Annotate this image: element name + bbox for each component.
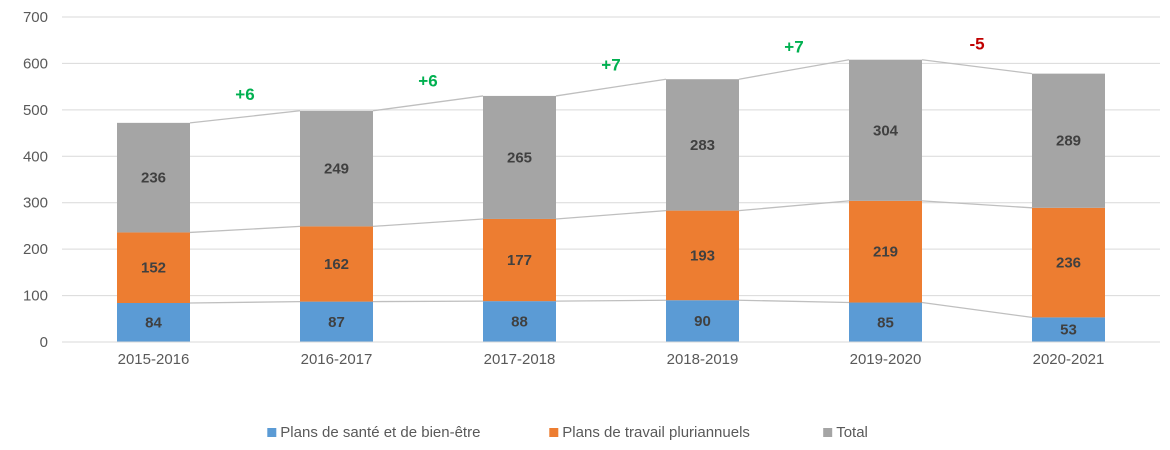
series-line <box>189 225 301 234</box>
change-annotation: +7 <box>784 37 803 56</box>
x-tick-label: 2018-2019 <box>667 351 739 368</box>
bar-segment <box>849 59 922 201</box>
data-label: 90 <box>694 313 711 330</box>
bar-segment <box>849 302 922 342</box>
bar-segment <box>117 232 190 303</box>
series-line <box>555 78 667 97</box>
y-tick-label: 100 <box>23 288 48 305</box>
series-line <box>921 59 1033 75</box>
series-line <box>555 209 667 220</box>
y-tick-label: 700 <box>23 9 48 26</box>
data-label: 265 <box>507 149 532 166</box>
x-tick-label: 2020-2021 <box>1033 351 1105 368</box>
bar-segment <box>117 122 190 233</box>
series-line <box>738 200 850 212</box>
data-label: 88 <box>511 314 528 331</box>
series-line <box>921 301 1033 319</box>
data-label: 219 <box>873 244 898 261</box>
bar-segment <box>1032 73 1105 208</box>
series-line <box>921 200 1033 209</box>
x-tick-label: 2016-2017 <box>301 351 373 368</box>
bar-segment <box>117 303 190 342</box>
x-tick-label: 2015-2016 <box>118 351 190 368</box>
data-label: 87 <box>328 314 345 331</box>
bar-segment <box>300 110 373 227</box>
legend-label: Plans de travail pluriannuels <box>562 424 750 441</box>
series-line <box>189 110 301 124</box>
bar-segment <box>1032 317 1105 342</box>
series-line <box>738 299 850 304</box>
y-tick-label: 500 <box>23 102 48 119</box>
series-line <box>372 95 484 112</box>
change-annotation: +7 <box>601 56 620 75</box>
series-line <box>189 300 301 304</box>
data-label: 236 <box>141 170 166 187</box>
y-tick-label: 200 <box>23 241 48 258</box>
data-label: 236 <box>1056 255 1081 272</box>
data-label: 283 <box>690 137 715 154</box>
data-label: 289 <box>1056 133 1081 150</box>
bar-segment <box>666 210 739 301</box>
data-label: 152 <box>141 260 166 277</box>
data-label: 304 <box>873 122 899 139</box>
bar-segment <box>300 226 373 302</box>
data-label: 193 <box>690 247 715 264</box>
change-annotation: -5 <box>969 35 984 54</box>
bar-segment <box>483 301 556 342</box>
y-tick-label: 300 <box>23 195 48 212</box>
series-line <box>738 59 850 80</box>
bar-segment <box>849 200 922 303</box>
data-label: 85 <box>877 314 894 331</box>
legend-swatch <box>823 428 833 437</box>
change-annotation: +6 <box>235 85 254 104</box>
bar-segment <box>483 95 556 219</box>
data-label: 177 <box>507 252 532 269</box>
data-label: 53 <box>1060 322 1077 339</box>
legend-swatch <box>549 428 559 437</box>
bar-segment <box>1032 207 1105 318</box>
bar-segment <box>666 300 739 342</box>
y-tick-label: 400 <box>23 148 48 165</box>
data-label: 162 <box>324 256 349 273</box>
data-label: 249 <box>324 161 349 178</box>
data-label: 84 <box>145 315 162 332</box>
legend-label: Total <box>836 424 868 441</box>
y-tick-label: 600 <box>23 55 48 72</box>
legend-swatch <box>267 428 277 437</box>
series-line <box>372 218 484 228</box>
series-line <box>555 299 667 302</box>
x-tick-label: 2019-2020 <box>850 351 922 368</box>
y-tick-label: 0 <box>40 334 48 351</box>
bar-segment <box>300 301 373 342</box>
change-annotation: +6 <box>418 71 437 90</box>
legend-label: Plans de santé et de bien-être <box>280 424 480 441</box>
bar-segment <box>483 218 556 302</box>
bar-segment <box>666 79 739 211</box>
x-tick-label: 2017-2018 <box>484 351 556 368</box>
